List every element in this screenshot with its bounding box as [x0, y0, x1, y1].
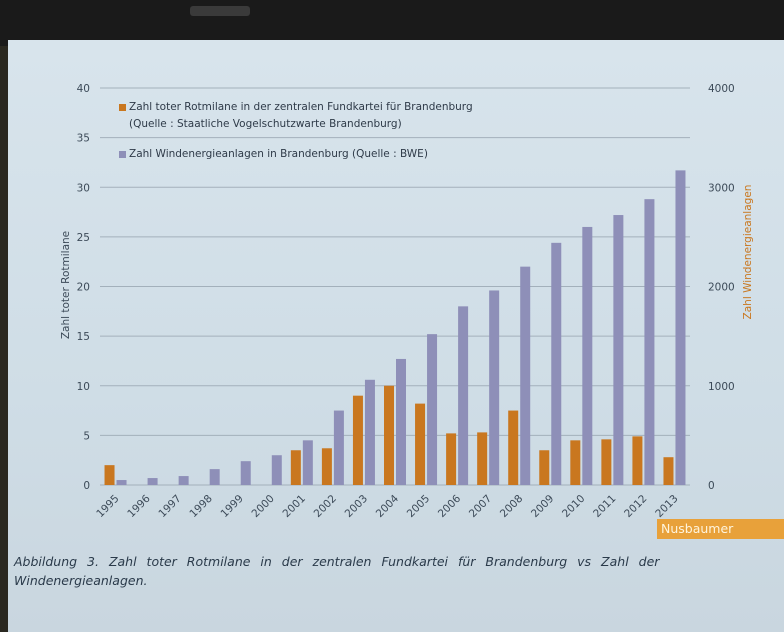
bar-windenergie: [551, 242, 562, 485]
x-tick-label: 2010: [560, 493, 587, 520]
x-tick-label: 2009: [529, 493, 556, 520]
bar-windenergie: [116, 480, 127, 485]
left-tick-label: 10: [77, 381, 90, 393]
left-tick-label: 25: [77, 232, 90, 244]
right-tick-label: 4000: [708, 83, 735, 95]
legend-swatch-rotmilane: [119, 104, 126, 111]
right-axis-ticks: 0 1000 2000 3000 4000: [708, 83, 735, 492]
legend-label-rotmilane-line2: (Quelle : Staatliche Vogelschutzwarte Br…: [129, 118, 402, 130]
projector-top-area: [0, 0, 784, 46]
bar-rotmilane: [446, 433, 457, 485]
x-tick-label: 1997: [156, 493, 183, 520]
right-tick-label: 3000: [708, 182, 735, 194]
bar-rotmilane: [104, 465, 115, 485]
x-tick-label: 2012: [622, 493, 649, 520]
left-tick-label: 0: [83, 480, 90, 492]
right-tick-label: 1000: [708, 381, 735, 393]
bar-windenergie: [240, 461, 251, 485]
bar-windenergie: [178, 476, 189, 485]
bar-rotmilane: [570, 440, 581, 485]
bar-rotmilane: [632, 436, 643, 485]
bar-windenergie: [613, 215, 624, 486]
bar-windenergie: [675, 170, 686, 485]
bar-windenergie: [644, 199, 655, 485]
bar-windenergie: [147, 478, 158, 485]
bar-windenergie: [271, 455, 282, 485]
x-tick-label: 2007: [467, 493, 494, 520]
x-tick-label: 2005: [405, 493, 432, 520]
left-tick-label: 40: [77, 83, 90, 95]
bar-rotmilane: [352, 395, 363, 485]
left-tick-label: 20: [77, 282, 90, 294]
right-axis-label: Zahl Windenergieanlagen: [742, 185, 754, 320]
x-tick-label: 2011: [591, 493, 618, 520]
x-axis-ticks: 1995 1996 1997 1998 1999 2000 2001 2002 2003 2004…: [94, 492, 680, 520]
bar-rotmilane: [415, 403, 426, 485]
left-tick-label: 30: [77, 182, 90, 194]
x-tick-label: 2002: [312, 493, 339, 520]
x-tick-label: 2001: [281, 493, 308, 520]
x-tick-label: 1999: [218, 493, 245, 520]
bar-windenergie: [427, 334, 438, 485]
right-tick-label: 2000: [708, 282, 735, 294]
bar-rotmilane: [384, 385, 394, 485]
bar-rotmilane: [601, 439, 612, 485]
projector-device: [190, 6, 250, 16]
x-tick-label: 2004: [374, 492, 402, 520]
bar-windenergie: [458, 306, 469, 485]
bar-windenergie: [364, 379, 375, 485]
x-tick-label: 1998: [187, 493, 214, 520]
left-axis-ticks: 0 5 10 15 20 25 30 35 40: [77, 83, 90, 492]
x-tick-label: 1995: [94, 493, 121, 520]
x-tick-label: 2008: [498, 493, 525, 520]
bar-rotmilane: [321, 448, 332, 485]
logo-watermark: Nusbaumer: [657, 519, 784, 539]
bar-windenergie: [582, 226, 593, 485]
bar-rotmilane: [663, 457, 674, 485]
bar-windenergie: [396, 358, 406, 485]
x-tick-label: 2003: [343, 493, 370, 520]
left-tick-label: 15: [77, 331, 90, 343]
left-tick-label: 35: [77, 133, 90, 145]
bars: [104, 170, 686, 486]
bar-windenergie: [302, 440, 313, 485]
x-tick-label: 1996: [125, 492, 153, 520]
x-tick-label: 2013: [653, 493, 680, 520]
legend: Zahl toter Rotmilane in der zentralen Fu…: [119, 101, 473, 160]
legend-swatch-windenergie: [119, 151, 126, 158]
x-tick-label: 2006: [436, 492, 464, 520]
bar-rotmilane: [477, 432, 488, 485]
x-tick-label: 2000: [250, 493, 277, 520]
bar-rotmilane: [508, 410, 519, 485]
bar-windenergie: [520, 266, 531, 485]
right-tick-label: 0: [708, 480, 715, 492]
bar-windenergie: [489, 290, 500, 485]
bar-windenergie: [209, 469, 220, 485]
bar-rotmilane: [539, 450, 550, 485]
left-axis-label: Zahl toter Rotmilane: [60, 231, 72, 339]
left-tick-label: 5: [83, 430, 90, 442]
figure-caption: Abbildung 3. Zahl toter Rotmilane in der…: [14, 554, 660, 588]
legend-label-rotmilane-line1: Zahl toter Rotmilane in der zentralen Fu…: [129, 101, 473, 113]
bar-windenergie: [333, 410, 344, 485]
bar-rotmilane: [290, 450, 301, 485]
legend-label-windenergie: Zahl Windenergieanlagen in Brandenburg (…: [129, 148, 428, 160]
